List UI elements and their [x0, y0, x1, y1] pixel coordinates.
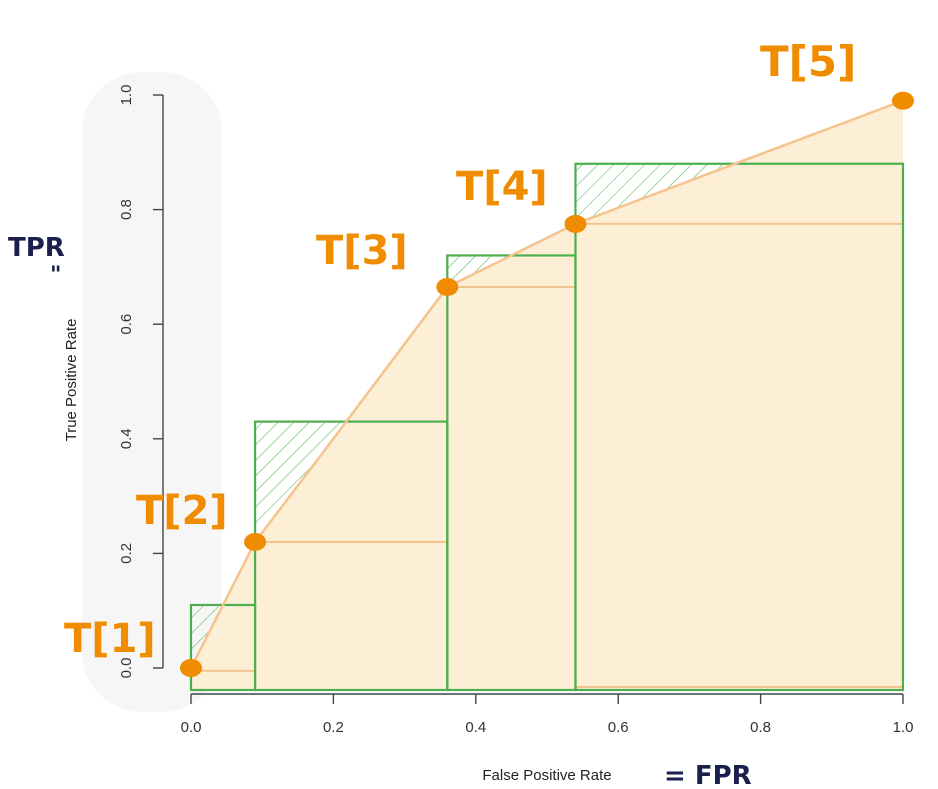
upper-box-4: [574, 162, 905, 692]
label-t1: T[1]: [64, 616, 156, 662]
fpr-note: = FPR: [664, 761, 752, 789]
x-tick-label-0.4: 0.4: [465, 719, 486, 736]
y-tick-label-0.4: 0.4: [118, 428, 135, 449]
boxes-layer: [189, 162, 905, 692]
threshold-point-4: [564, 214, 587, 233]
points-layer: [180, 91, 914, 677]
label-t2: T[2]: [136, 488, 228, 534]
x-tick-label-0.6: 0.6: [608, 719, 629, 736]
y-tick-label-0.6: 0.6: [118, 314, 135, 335]
x-tick-label-1.0: 1.0: [893, 719, 914, 736]
plot-wash: [82, 72, 222, 712]
x-tick-label-0.2: 0.2: [323, 719, 344, 736]
x-tick-label-0.0: 0.0: [181, 719, 202, 736]
threshold-point-3: [436, 277, 459, 296]
curve-layer: [189, 99, 904, 669]
step-lines-layer: [191, 222, 903, 688]
y-tick-label-0.2: 0.2: [118, 543, 135, 564]
label-t4: T[4]: [456, 164, 548, 210]
x-tick-label-0.8: 0.8: [750, 719, 771, 736]
roc-curve-line: [189, 99, 904, 669]
tpr-mark: ": [50, 263, 61, 288]
threshold-point-5: [892, 91, 914, 110]
axes-layer: 0.0 0.2 0.4 0.6 0.8 1.0 0.0 0.2 0.4 0.6 0.8 1.0: [118, 85, 913, 736]
y-tick-label-0.0: 0.0: [118, 658, 135, 679]
threshold-point-1: [180, 659, 202, 677]
tpr-note: TPR: [8, 233, 65, 263]
y-axis-title: True Positive Rate: [63, 319, 80, 442]
y-tick-label-0.8: 0.8: [118, 199, 135, 220]
y-tick-label-1.0: 1.0: [118, 85, 135, 106]
x-axis-title: False Positive Rate: [482, 767, 611, 784]
threshold-point-2: [244, 532, 267, 551]
label-t3: T[3]: [316, 228, 408, 274]
label-t5: T[5]: [760, 37, 856, 86]
